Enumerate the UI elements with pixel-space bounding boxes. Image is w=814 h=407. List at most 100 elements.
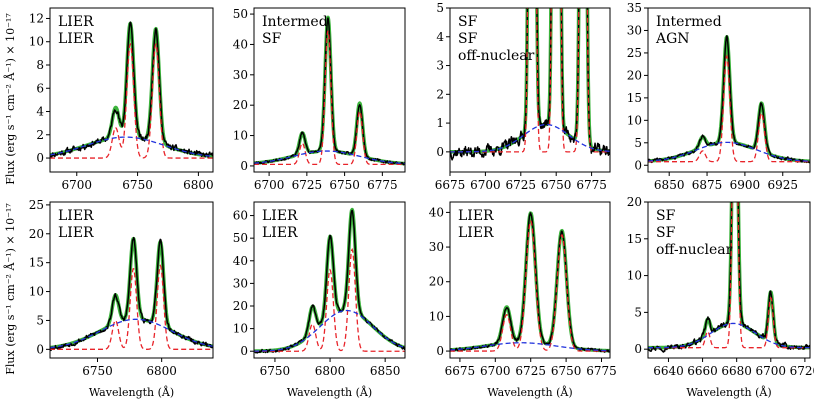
panel-1-y-tick-label-2: 4 <box>36 105 44 119</box>
panel-1-x-tick-label-2: 6800 <box>183 178 214 192</box>
panel-4-y-tick-label-7: 35 <box>627 1 642 15</box>
panel-6-x-tick-label-1: 6800 <box>315 364 346 378</box>
panel-7-x-tick-label-4: 6775 <box>586 364 617 378</box>
panel-4-x-tick-label-3: 6925 <box>767 178 798 192</box>
panel-7-x-tick-label-2: 6725 <box>515 364 546 378</box>
panel-3-x-tick-label-0: 6675 <box>435 178 466 192</box>
panel-2-x-tick-label-3: 6775 <box>367 178 398 192</box>
panel-6-x-tick-label-0: 6750 <box>260 364 291 378</box>
panel-2-plot-area <box>254 15 405 166</box>
panel-8-x-tick-label-2: 6680 <box>721 364 752 378</box>
panel-1-y-tick-label-5: 10 <box>29 35 44 49</box>
panel-5-frame <box>49 201 214 359</box>
panel-5-y-tick-label-4: 20 <box>29 227 44 241</box>
panel-8-y-tick-label-0: 0 <box>634 342 642 356</box>
panel-8-x-tick-label-1: 6660 <box>687 364 718 378</box>
panel-4-label-1: AGN <box>655 31 690 47</box>
panel-4-y-tick-label-6: 30 <box>627 23 642 37</box>
panel-4-y-tick-label-2: 10 <box>627 113 642 127</box>
panel-1-x-tick-label-1: 6750 <box>122 178 153 192</box>
panel-3-label-0: SF <box>458 14 478 30</box>
panel-8-y-tick-label-2: 10 <box>627 269 642 283</box>
panel-5-x-tick-label-1: 6800 <box>146 364 177 378</box>
panel-7-plot-area <box>450 211 610 353</box>
panel-6-narrow-component-line <box>254 247 405 352</box>
panel-8-label-1: SF <box>656 225 676 241</box>
panel-5-x-axis-title: Wavelength (Å) <box>89 385 174 399</box>
panel-1-y-tick-label-1: 2 <box>36 128 44 142</box>
panel-4-y-tick-label-3: 15 <box>627 91 642 105</box>
panel-2-x-tick-label-1: 6725 <box>292 178 323 192</box>
panel-2-y-tick-label-0: 0 <box>240 159 248 173</box>
panel-4-x-tick-label-0: 6850 <box>654 178 685 192</box>
panel-3-label-2: off-nuclear <box>458 48 535 64</box>
panel-7-x-tick-label-0: 6675 <box>445 364 476 378</box>
panel-3-y-tick-label-5: 5 <box>436 1 444 15</box>
panel-6-y-tick-label-3: 30 <box>233 276 248 290</box>
panel-7-x-tick-label-3: 6750 <box>551 364 582 378</box>
panel-6-y-tick-label-1: 10 <box>233 322 248 336</box>
panel-6-label-0: LIER <box>262 208 298 224</box>
panel-1-y-tick-label-6: 12 <box>29 11 44 25</box>
panel-8-plot-area <box>648 202 810 353</box>
panel-2-broad-component-line <box>254 150 405 165</box>
panel-3-x-tick-label-2: 6725 <box>506 178 537 192</box>
panel-7-y-tick-label-0: 0 <box>436 344 444 358</box>
panel-3-x-tick-label-1: 6700 <box>470 178 501 192</box>
panel-7-x-tick-label-1: 6700 <box>480 364 511 378</box>
panel-5-plot-area <box>50 236 213 352</box>
panel-7-y-tick-label-3: 30 <box>429 240 444 254</box>
panel-8-observed-spectrum-line <box>648 202 810 353</box>
panel-4-frame <box>647 7 811 173</box>
panel-2-y-tick-label-5: 50 <box>233 7 248 21</box>
panel-5-observed-spectrum-line <box>50 236 213 352</box>
panel-5-label-1: LIER <box>58 225 94 241</box>
y-axis-title-bottom: Flux (erg s⁻¹ cm⁻² Å⁻¹) × 10⁻¹⁷ <box>3 203 17 375</box>
panel-2-y-tick-label-4: 40 <box>233 37 248 51</box>
panel-4-label-0: Intermed <box>656 14 722 30</box>
panel-3-y-tick-label-3: 3 <box>436 59 444 73</box>
panel-6-y-tick-label-2: 20 <box>233 299 248 313</box>
panel-3-broad-component-line <box>450 123 610 153</box>
panel-8-x-tick-label-3: 6700 <box>756 364 787 378</box>
panel-4-y-tick-label-1: 5 <box>634 136 642 150</box>
panel-7-label-1: LIER <box>458 225 494 241</box>
panel-3-y-tick-label-2: 2 <box>436 87 444 101</box>
panel-1-broad-component-line <box>50 136 213 158</box>
panel-4-y-tick-label-4: 20 <box>627 68 642 82</box>
panel-6-frame <box>253 201 406 359</box>
panel-8-label-2: off-nuclear <box>656 242 733 258</box>
panel-6-y-tick-label-6: 60 <box>233 209 248 223</box>
panel-2-y-tick-label-1: 10 <box>233 129 248 143</box>
panel-8-frame <box>647 201 811 359</box>
panel-5-y-tick-label-5: 25 <box>29 198 44 212</box>
panel-8-y-tick-label-4: 20 <box>627 195 642 209</box>
panel-8-broad-component-line <box>648 322 810 349</box>
panel-3: 6675 6700 6725 6750 6775012345SFSFoff-nuclea… <box>435 1 611 192</box>
panel-5-x-tick-label-0: 6750 <box>82 364 113 378</box>
panel-4-y-tick-label-0: 0 <box>634 158 642 172</box>
panel-8-x-axis-title: Wavelength (Å) <box>686 385 771 399</box>
y-axis-title-bottom-text: Flux (erg s⁻¹ cm⁻² Å⁻¹) × 10⁻¹⁷ <box>3 203 17 375</box>
panel-4-narrow-component-line <box>648 54 810 163</box>
panel-8-label-0: SF <box>656 208 676 224</box>
panel-1-frame <box>49 7 214 173</box>
panel-6-y-tick-label-0: 0 <box>240 344 248 358</box>
panel-5-label-0: LIER <box>58 208 94 224</box>
panel-2-x-tick-label-0: 6700 <box>254 178 285 192</box>
panel-1-x-tick-label-0: 6700 <box>61 178 92 192</box>
panel-4-x-tick-label-1: 6875 <box>692 178 723 192</box>
panel-6-broad-component-line <box>254 309 405 352</box>
panel-7-y-tick-label-4: 40 <box>429 205 444 219</box>
panel-7-frame <box>449 201 611 359</box>
panel-7-y-tick-label-1: 10 <box>429 309 444 323</box>
panel-5-y-tick-label-0: 0 <box>36 342 44 356</box>
panel-8-narrow-component-line <box>648 202 810 349</box>
panel-5-y-tick-label-2: 10 <box>29 285 44 299</box>
